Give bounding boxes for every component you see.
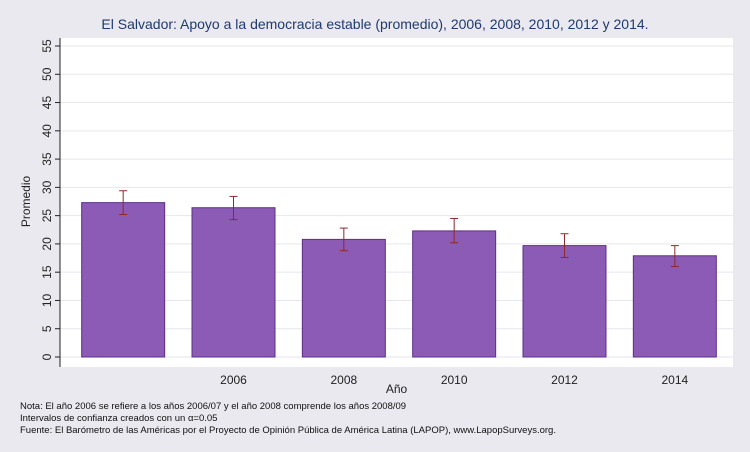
- x-tick-label: 2008: [330, 373, 357, 387]
- bar: [632, 255, 717, 358]
- note-line-3: Fuente: El Barómetro de las Américas por…: [20, 425, 556, 436]
- y-tick-label: 20: [40, 237, 54, 251]
- y-tick-label: 30: [40, 180, 54, 194]
- plot-area: [60, 38, 733, 367]
- x-tick-label: 2012: [551, 373, 578, 387]
- bar: [412, 230, 497, 358]
- x-tick-label: 2014: [661, 373, 688, 387]
- y-tick-label: 15: [40, 265, 54, 279]
- y-tick-label: 25: [40, 209, 54, 223]
- chart-notes: Nota: El año 2006 se refiere a los años …: [20, 401, 556, 437]
- y-tick-label: 35: [40, 152, 54, 166]
- bar: [191, 207, 276, 358]
- y-tick-label: 55: [40, 39, 54, 53]
- y-tick-label: 0: [40, 353, 54, 360]
- y-tick-label: 45: [40, 96, 54, 110]
- note-line-1: Nota: El año 2006 se refiere a los años …: [20, 401, 407, 412]
- chart-title: El Salvador: Apoyo a la democracia estab…: [101, 16, 649, 32]
- x-axis-label: Año: [386, 382, 408, 396]
- bar: [301, 238, 386, 358]
- x-tick-label: 2006: [220, 373, 247, 387]
- y-axis-label: Promedio: [19, 175, 33, 227]
- y-tick-label: 50: [40, 67, 54, 81]
- y-tick-label: 10: [40, 293, 54, 307]
- y-tick-label: 5: [40, 325, 54, 332]
- y-tick-label: 40: [40, 124, 54, 138]
- bar: [81, 202, 166, 358]
- x-tick-label: 2010: [441, 373, 468, 387]
- bar: [522, 245, 607, 358]
- note-line-2: Intervalos de confianza creados con un α…: [20, 413, 218, 424]
